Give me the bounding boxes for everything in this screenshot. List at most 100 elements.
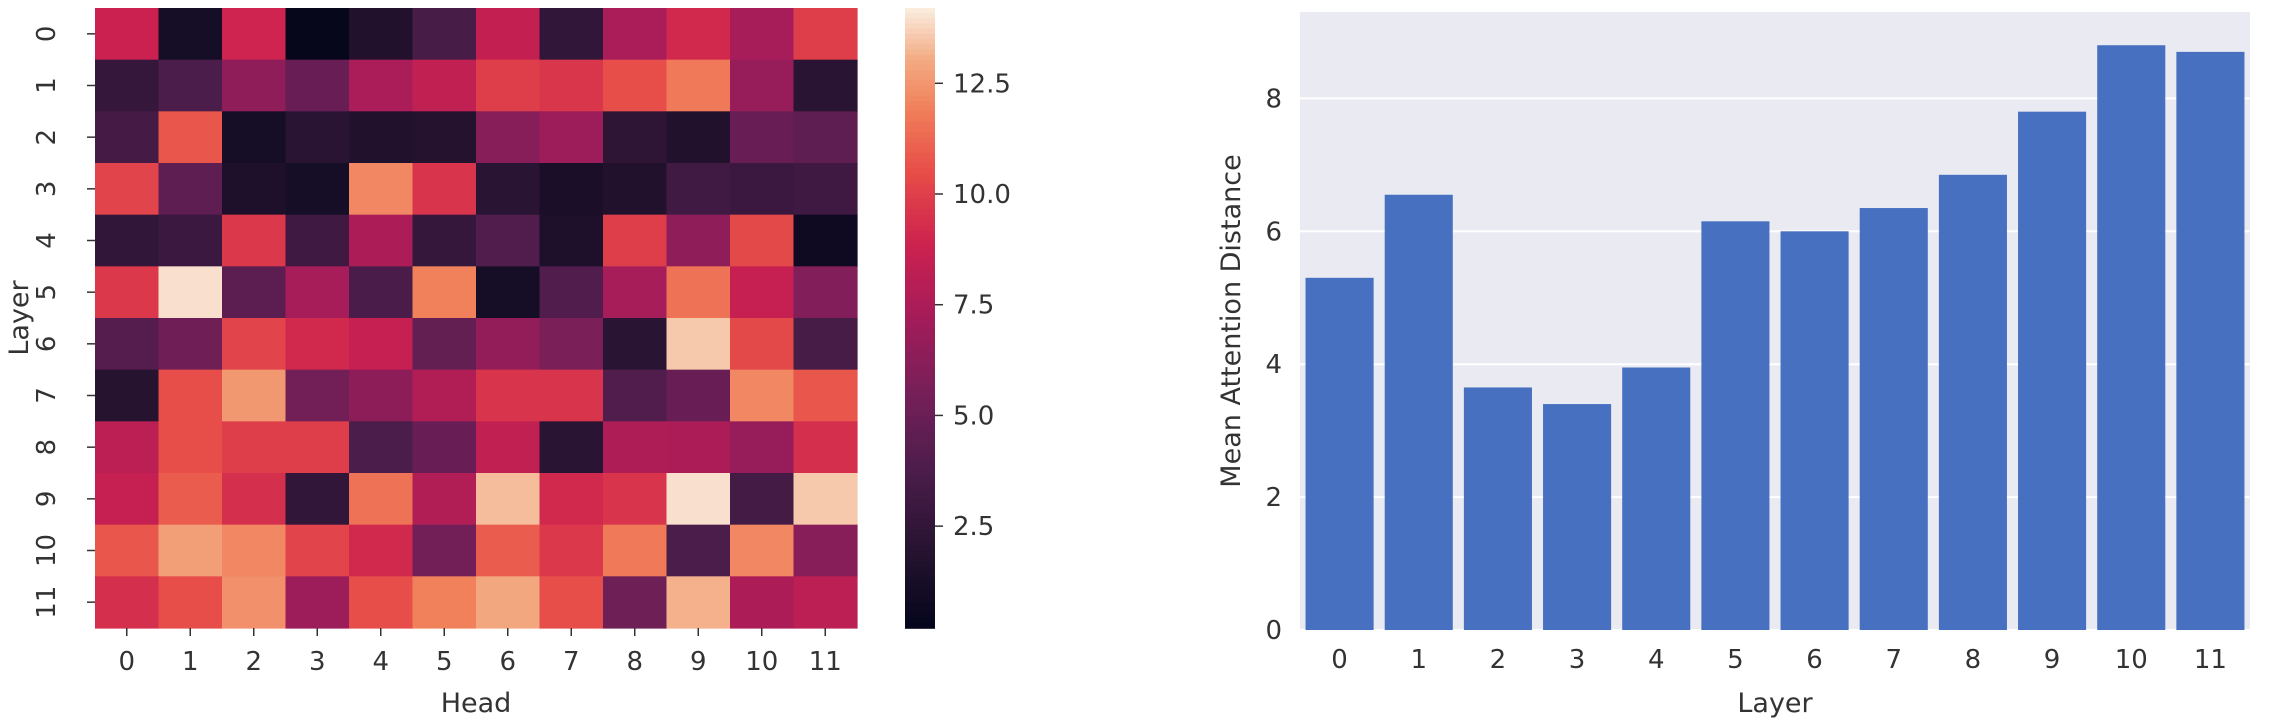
heatmap-cell <box>603 111 668 164</box>
colorbar-strip <box>905 545 935 552</box>
bar-x-tick-label: 6 <box>1806 645 1823 675</box>
colorbar-strip <box>905 328 935 335</box>
heatmap-cell <box>666 111 731 164</box>
heatmap-cell <box>158 111 223 164</box>
heatmap-cell <box>285 473 350 526</box>
colorbar-strip <box>905 405 935 412</box>
heatmap-cell <box>158 421 223 474</box>
bar-y-tick-label: 6 <box>1265 217 1282 247</box>
heatmap-x-tick-label: 8 <box>626 647 643 677</box>
heatmap-cell <box>412 369 477 422</box>
colorbar-strip <box>905 80 935 87</box>
bar-y-tick-label: 2 <box>1265 483 1282 513</box>
heatmap-y-tick-label: 11 <box>32 586 62 619</box>
heatmap-y-tick-label: 6 <box>32 336 62 353</box>
colorbar-strip <box>905 323 935 330</box>
bar <box>1938 174 2007 630</box>
heatmap-cell <box>476 214 541 267</box>
heatmap-cell <box>349 576 414 629</box>
heatmap-cell <box>412 59 477 112</box>
heatmap-cell <box>349 266 414 319</box>
heatmap-cell <box>603 266 668 319</box>
colorbar-strip <box>905 75 935 82</box>
heatmap-cell <box>222 8 287 61</box>
heatmap-cell <box>95 59 160 112</box>
bar-x-tick-label: 2 <box>1490 645 1507 675</box>
heatmap-cell <box>285 163 350 216</box>
heatmap-cell <box>539 59 604 112</box>
colorbar-strip <box>905 349 935 355</box>
heatmap-cell <box>666 214 731 267</box>
heatmap-cell <box>603 163 668 216</box>
heatmap-cell <box>476 473 541 526</box>
heatmap-cell <box>666 473 731 526</box>
heatmap-x-tick-label: 10 <box>745 647 778 677</box>
heatmap-cell <box>603 576 668 629</box>
bar-plot-area <box>1300 12 2250 630</box>
colorbar-strip <box>905 13 935 20</box>
heatmap-cell <box>95 214 160 267</box>
bar <box>1384 194 1453 630</box>
colorbar-strip <box>905 188 935 195</box>
colorbar-strip <box>905 312 935 319</box>
heatmap-cell <box>730 524 795 577</box>
colorbar-strip <box>905 343 935 350</box>
heatmap-cell <box>666 524 731 577</box>
heatmap-cell <box>666 369 731 422</box>
colorbar-strip <box>905 90 935 97</box>
heatmap-cell <box>730 214 795 267</box>
colorbar-strip <box>905 235 935 242</box>
colorbar-tick-label: 7.5 <box>953 291 994 321</box>
heatmap-cell <box>412 266 477 319</box>
heatmap-cell <box>603 473 668 526</box>
heatmap-cell <box>158 214 223 267</box>
heatmap-cell <box>793 524 858 577</box>
colorbar-strip <box>905 240 935 247</box>
colorbar-strip <box>905 483 935 490</box>
bar-chart: 0 2 4 6 8 0 1 2 3 4 5 6 7 8 9 10 11 Layer Mean Attention D… <box>1216 12 2250 719</box>
colorbar-strip <box>905 504 935 510</box>
colorbar-strip <box>905 514 935 521</box>
colorbar-strip <box>905 307 935 314</box>
heatmap-x-tick-label: 9 <box>690 647 707 677</box>
bar-x-tick-label: 0 <box>1331 645 1348 675</box>
bar-y-tick-label: 4 <box>1265 350 1282 380</box>
heatmap-cell <box>476 111 541 164</box>
colorbar-strip <box>905 256 935 262</box>
heatmap-cell <box>95 369 160 422</box>
heatmap-cell <box>666 163 731 216</box>
heatmap-cell <box>285 59 350 112</box>
heatmap-cell <box>539 163 604 216</box>
heatmap-cell <box>349 111 414 164</box>
colorbar-strip <box>905 509 935 516</box>
heatmap-cell <box>222 266 287 319</box>
colorbar-strip <box>905 529 935 536</box>
heatmap-cell <box>158 318 223 371</box>
heatmap-cell <box>285 8 350 61</box>
heatmap-cell <box>793 163 858 216</box>
colorbar-strip <box>905 292 935 299</box>
heatmap-cell <box>349 369 414 422</box>
colorbar-strip <box>905 157 935 164</box>
colorbar-strip <box>905 194 935 200</box>
bar <box>2176 51 2245 630</box>
colorbar-strip <box>905 447 935 454</box>
heatmap-cell <box>476 421 541 474</box>
colorbar-tick-label: 12.5 <box>953 69 1011 99</box>
colorbar-strip <box>905 163 935 169</box>
colorbar-strip <box>905 493 935 500</box>
heatmap-colorbar: 2.5 5.0 7.5 10.0 12.5 <box>905 8 1011 629</box>
colorbar-strip <box>905 219 935 226</box>
heatmap-cell <box>603 8 668 61</box>
heatmap-cell <box>222 59 287 112</box>
heatmap-cell <box>222 318 287 371</box>
heatmap-cell <box>666 576 731 629</box>
heatmap-cell <box>730 318 795 371</box>
colorbar-strip <box>905 168 935 175</box>
heatmap-cell <box>158 163 223 216</box>
colorbar-strip <box>905 230 935 237</box>
colorbar-strip <box>905 390 935 397</box>
colorbar-strip <box>905 550 935 557</box>
heatmap-cell <box>476 524 541 577</box>
